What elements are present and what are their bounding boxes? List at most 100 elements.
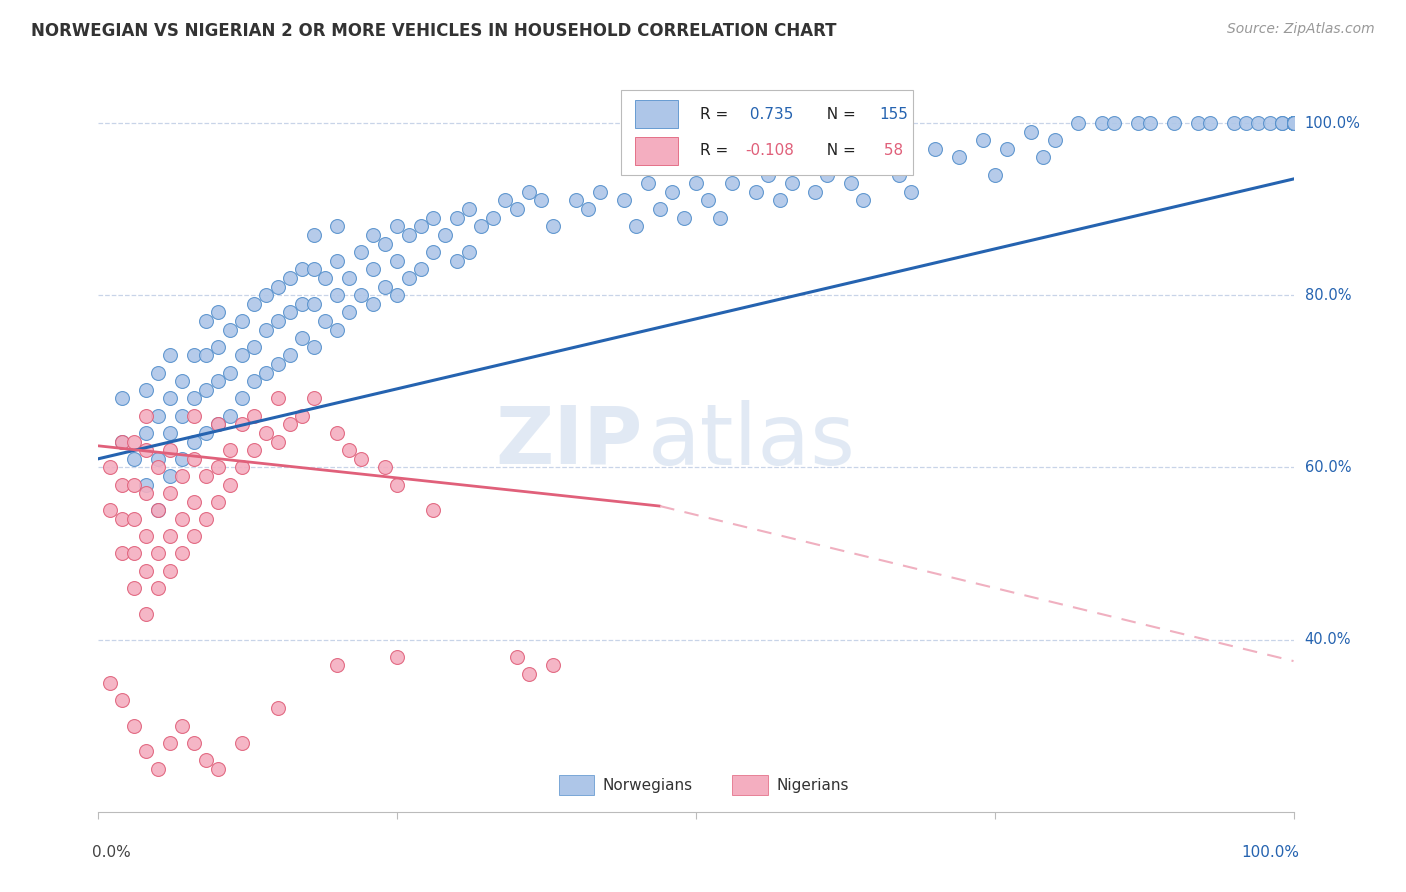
- Point: [231, 392, 253, 406]
- Point: [385, 219, 409, 234]
- Point: [363, 227, 385, 242]
- Point: [984, 168, 1007, 182]
- Point: [1104, 116, 1126, 130]
- Point: [458, 202, 481, 216]
- Point: [1282, 116, 1305, 130]
- Text: atlas: atlas: [648, 400, 856, 483]
- Point: [254, 288, 277, 302]
- Point: [1032, 151, 1054, 165]
- Point: [172, 469, 194, 483]
- FancyBboxPatch shape: [620, 90, 914, 175]
- Point: [1282, 116, 1305, 130]
- Point: [385, 477, 409, 491]
- Point: [267, 392, 290, 406]
- Point: [172, 512, 194, 526]
- Point: [135, 409, 157, 423]
- Point: [924, 142, 946, 156]
- FancyBboxPatch shape: [636, 100, 678, 128]
- Point: [231, 314, 253, 328]
- Point: [195, 348, 218, 362]
- Point: [1282, 116, 1305, 130]
- Point: [219, 443, 242, 458]
- Point: [243, 374, 266, 388]
- Point: [398, 271, 420, 285]
- Point: [768, 194, 790, 208]
- Point: [302, 227, 325, 242]
- Point: [124, 718, 146, 732]
- Point: [207, 374, 229, 388]
- Point: [350, 288, 373, 302]
- Point: [278, 305, 301, 319]
- Point: [815, 168, 838, 182]
- FancyBboxPatch shape: [733, 774, 768, 796]
- Point: [326, 219, 349, 234]
- Point: [434, 227, 457, 242]
- Point: [291, 262, 314, 277]
- Point: [124, 451, 146, 466]
- Point: [1163, 116, 1185, 130]
- Point: [135, 529, 157, 543]
- Point: [278, 348, 301, 362]
- Point: [326, 323, 349, 337]
- Point: [1282, 116, 1305, 130]
- Text: R =: R =: [700, 143, 733, 158]
- Point: [530, 194, 553, 208]
- Point: [231, 348, 253, 362]
- Point: [195, 425, 218, 440]
- Point: [183, 495, 205, 509]
- Point: [98, 460, 122, 475]
- Point: [207, 762, 229, 776]
- Point: [183, 348, 205, 362]
- Text: 80.0%: 80.0%: [1305, 288, 1351, 302]
- FancyBboxPatch shape: [558, 774, 595, 796]
- Point: [1234, 116, 1257, 130]
- Point: [183, 434, 205, 449]
- Text: Source: ZipAtlas.com: Source: ZipAtlas.com: [1227, 22, 1375, 37]
- Text: Nigerians: Nigerians: [776, 778, 849, 793]
- Point: [374, 460, 396, 475]
- Point: [398, 227, 420, 242]
- Point: [972, 133, 994, 147]
- Point: [195, 314, 218, 328]
- Point: [183, 529, 205, 543]
- Point: [506, 649, 529, 664]
- Point: [1128, 116, 1150, 130]
- Point: [1067, 116, 1090, 130]
- Point: [865, 159, 887, 173]
- Point: [124, 546, 146, 560]
- Point: [589, 185, 612, 199]
- Point: [339, 271, 361, 285]
- Point: [207, 460, 229, 475]
- Point: [278, 417, 301, 432]
- Point: [231, 460, 253, 475]
- Point: [900, 185, 922, 199]
- Point: [111, 546, 134, 560]
- Point: [159, 564, 181, 578]
- Point: [1282, 116, 1305, 130]
- Point: [363, 297, 385, 311]
- Point: [350, 451, 373, 466]
- Text: 58: 58: [879, 143, 903, 158]
- Point: [111, 434, 134, 449]
- Point: [135, 383, 157, 397]
- Point: [326, 425, 349, 440]
- Point: [231, 736, 253, 750]
- Point: [1282, 116, 1305, 130]
- Point: [124, 477, 146, 491]
- Point: [135, 477, 157, 491]
- Point: [374, 279, 396, 293]
- Point: [411, 262, 433, 277]
- Text: -0.108: -0.108: [745, 143, 794, 158]
- Point: [207, 305, 229, 319]
- Point: [302, 262, 325, 277]
- Point: [291, 331, 314, 345]
- Point: [302, 297, 325, 311]
- Point: [243, 443, 266, 458]
- Point: [183, 736, 205, 750]
- Point: [385, 649, 409, 664]
- Point: [411, 219, 433, 234]
- Point: [159, 425, 181, 440]
- Point: [721, 176, 744, 190]
- Point: [339, 443, 361, 458]
- Point: [219, 409, 242, 423]
